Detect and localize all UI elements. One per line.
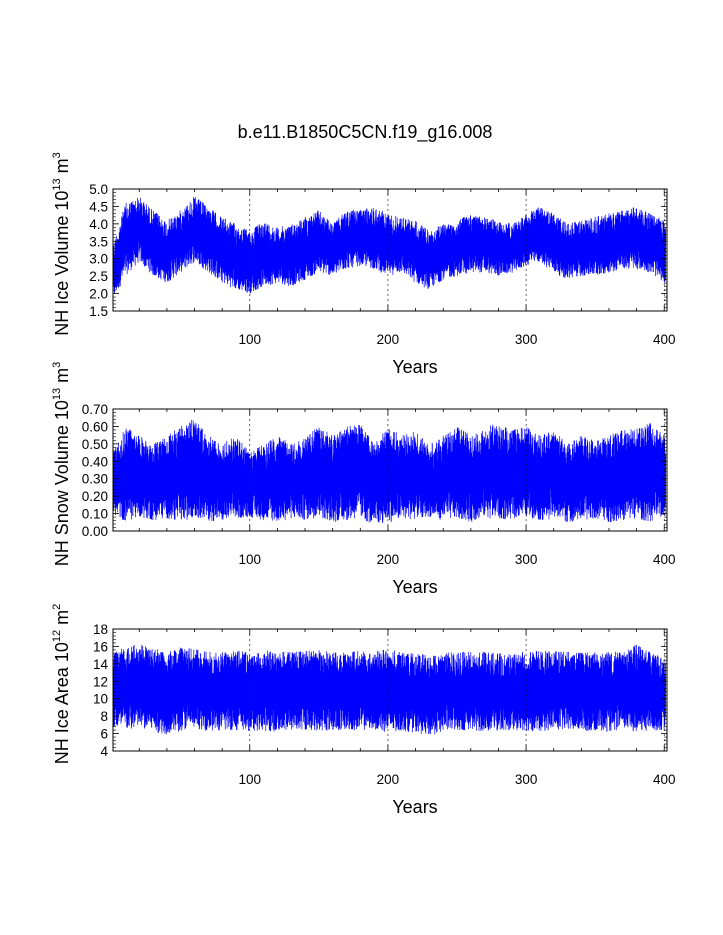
x-tick-label: 400 <box>653 552 676 567</box>
plot-frame <box>112 188 668 312</box>
y-axis-title-text: NH Snow Volume 10 <box>52 400 72 566</box>
y-tick-label: 0.60 <box>82 419 108 434</box>
x-tick-label: 400 <box>653 772 676 787</box>
x-tick-label: 300 <box>515 772 538 787</box>
y-axis-title-exponent: 12 <box>51 630 63 642</box>
y-tick-label: 0.40 <box>82 454 108 469</box>
x-tick-label: 100 <box>239 552 262 567</box>
y-axis-title-unit: m <box>52 158 72 178</box>
y-tick-label: 2.0 <box>89 287 108 302</box>
y-tick-label: 4.5 <box>89 199 108 214</box>
y-tick-label: 12 <box>93 674 108 689</box>
y-axis-title: NH Ice Area 1012 m2 <box>51 604 72 764</box>
y-tick-label: 0.00 <box>82 524 108 539</box>
y-axis-title: NH Snow Volume 1013 m3 <box>51 362 72 566</box>
y-tick-label: 10 <box>93 692 108 707</box>
panel-3: 100 200 300 400 4 6 8 10 12 14 16 18 Years NH Ice Are… <box>51 604 676 817</box>
x-axis-title: Years <box>392 357 437 377</box>
data-line <box>112 644 666 735</box>
x-tick-label: 300 <box>515 332 538 347</box>
y-tick-label: 2.5 <box>89 269 108 284</box>
x-tick-label: 200 <box>377 332 400 347</box>
y-tick-label: 0.70 <box>82 402 108 417</box>
x-tick-label: 200 <box>377 772 400 787</box>
plot-frame <box>112 408 668 532</box>
y-axis-title-exponent: 13 <box>51 388 63 400</box>
y-tick-label: 0.30 <box>82 472 108 487</box>
y-axis-title-unit-exponent: 3 <box>51 362 63 368</box>
panel-1: 100 200 300 400 1.5 2.0 2.5 3.0 3.5 4.0 4.5 5.0 Year… <box>51 152 676 377</box>
panel-2: 100 200 300 400 0.00 0.10 0.20 0.30 0.40 0.50 0.60… <box>51 362 676 597</box>
y-tick-label: 0.10 <box>82 507 108 522</box>
y-tick-label: 18 <box>93 622 108 637</box>
y-tick-label: 3.5 <box>89 234 108 249</box>
plot-frame <box>112 628 668 752</box>
x-axis-title: Years <box>392 577 437 597</box>
x-tick-label: 400 <box>653 332 676 347</box>
y-tick-label: 4.0 <box>89 217 108 232</box>
y-tick-label: 14 <box>93 657 109 672</box>
x-tick-label: 300 <box>515 552 538 567</box>
data-line <box>112 196 666 295</box>
y-tick-label: 0.20 <box>82 489 108 504</box>
y-axis-title-unit: m <box>52 610 72 630</box>
y-axis-title-unit-exponent: 3 <box>51 152 63 158</box>
y-axis-title: NH Ice Volume 1013 m3 <box>51 152 72 335</box>
y-tick-label: 0.50 <box>82 437 108 452</box>
chart-title: b.e11.B1850C5CN.f19_g16.008 <box>238 122 493 143</box>
x-axis-title: Years <box>392 797 437 817</box>
y-tick-label: 1.5 <box>89 304 108 319</box>
y-tick-label: 16 <box>93 639 108 654</box>
y-tick-label: 5.0 <box>89 182 108 197</box>
y-axis-title-text: NH Ice Area 10 <box>52 642 72 764</box>
y-tick-label: 6 <box>100 727 108 742</box>
panels: 100 200 300 400 1.5 2.0 2.5 3.0 3.5 4.0 4.5 5.0 Year… <box>51 152 676 817</box>
y-axis-title-unit: m <box>52 368 72 388</box>
y-tick-label: 3.0 <box>89 252 108 267</box>
y-axis-title-exponent: 13 <box>51 178 63 190</box>
y-axis-title-unit-exponent: 2 <box>51 604 63 610</box>
data-line <box>112 419 666 524</box>
x-tick-label: 100 <box>239 772 262 787</box>
x-tick-label: 200 <box>377 552 400 567</box>
y-axis-title-text: NH Ice Volume 10 <box>52 191 72 336</box>
y-tick-label: 4 <box>100 744 108 759</box>
x-tick-label: 100 <box>239 332 262 347</box>
y-tick-label: 8 <box>100 709 108 724</box>
